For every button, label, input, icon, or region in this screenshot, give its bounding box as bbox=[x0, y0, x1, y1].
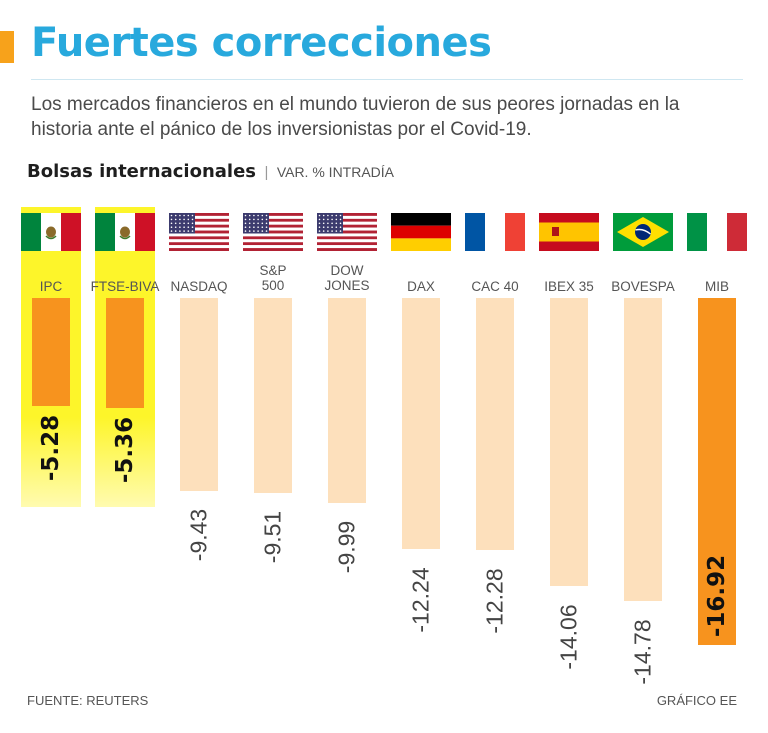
usa-flag bbox=[243, 213, 303, 251]
page-title: Fuertes correcciones bbox=[31, 20, 492, 66]
tick-label-line: NASDAQ bbox=[170, 279, 228, 294]
data-label-nasdaq: -9.43 bbox=[185, 509, 212, 562]
bar-ftse-biva bbox=[106, 298, 144, 408]
bar-dow-jones bbox=[328, 298, 366, 503]
bar-bovespa bbox=[624, 298, 662, 601]
chart-title: Bolsas internacionales bbox=[27, 161, 256, 182]
tick-label-line: CAC 40 bbox=[471, 279, 519, 294]
data-label-ftse-biva: -5.36 bbox=[112, 416, 138, 484]
tick-label-ipc: IPC bbox=[11, 279, 91, 294]
bar-ipc bbox=[32, 298, 70, 407]
tick-label-line: FTSE-BIVA bbox=[90, 279, 160, 294]
italy-flag bbox=[687, 213, 747, 251]
tick-label-line: DOW bbox=[330, 263, 364, 278]
brazil-flag bbox=[613, 213, 673, 251]
germany-flag bbox=[391, 213, 451, 251]
bar-mib bbox=[698, 298, 736, 645]
tick-label-ibex-35: IBEX 35 bbox=[529, 279, 609, 294]
tick-label-line: 500 bbox=[261, 278, 285, 293]
page-subtitle: Los mercados financieros en el mundo tuv… bbox=[31, 94, 680, 140]
usa-flag bbox=[317, 213, 377, 251]
data-label-dax: -12.24 bbox=[407, 567, 434, 633]
chart-unit-label: VAR. % INTRADÍA bbox=[276, 164, 395, 180]
tick-label-mib: MIB bbox=[677, 279, 757, 294]
tick-label-sp-500: S&P 500 bbox=[233, 263, 313, 293]
bar-nasdaq bbox=[180, 298, 218, 492]
data-label-bovespa: -14.78 bbox=[629, 619, 656, 685]
france-flag bbox=[465, 213, 525, 251]
mexico-flag bbox=[95, 213, 155, 251]
tick-label-line: JONES bbox=[324, 278, 370, 293]
bar-dax bbox=[402, 298, 440, 549]
data-label-ibex-35: -14.06 bbox=[555, 604, 582, 670]
tick-label-cac-40: CAC 40 bbox=[455, 279, 535, 294]
tick-label-line: BOVESPA bbox=[611, 279, 675, 294]
data-label-ipc: -5.28 bbox=[38, 415, 64, 482]
tick-label-line: DAX bbox=[407, 279, 435, 294]
usa-flag bbox=[169, 213, 229, 251]
title-divider bbox=[31, 79, 743, 80]
tick-label-bovespa: BOVESPA bbox=[603, 279, 683, 294]
chart-header: Bolsas internacionales | VAR. % INTRADÍA bbox=[27, 161, 394, 182]
data-label-sp-500: -9.51 bbox=[259, 510, 286, 564]
graphic-credit: GRÁFICO EE bbox=[656, 693, 737, 708]
tick-label-line: IPC bbox=[39, 279, 63, 294]
tick-label-line: IBEX 35 bbox=[544, 279, 594, 294]
data-label-mib: -16.92 bbox=[704, 554, 730, 638]
bar-ibex-35 bbox=[550, 298, 588, 587]
tick-label-dow-jones: DOW JONES bbox=[307, 263, 387, 293]
chart-header-separator: | bbox=[264, 164, 269, 181]
tick-label-nasdaq: NASDAQ bbox=[159, 279, 239, 294]
title-accent-bar bbox=[0, 31, 14, 63]
tick-label-line: S&P bbox=[259, 263, 287, 278]
tick-label-line: MIB bbox=[704, 279, 729, 294]
bar-cac-40 bbox=[476, 298, 514, 550]
mexico-flag bbox=[21, 213, 81, 251]
data-label-cac-40: -12.28 bbox=[481, 567, 508, 634]
tick-label-dax: DAX bbox=[381, 279, 461, 294]
source-note: FUENTE: REUTERS bbox=[27, 693, 149, 708]
tick-label-ftse-biva: FTSE-BIVA bbox=[85, 279, 165, 294]
spain-flag bbox=[539, 213, 599, 251]
bar-sp-500 bbox=[254, 298, 292, 493]
data-label-dow-jones: -9.99 bbox=[333, 520, 360, 573]
